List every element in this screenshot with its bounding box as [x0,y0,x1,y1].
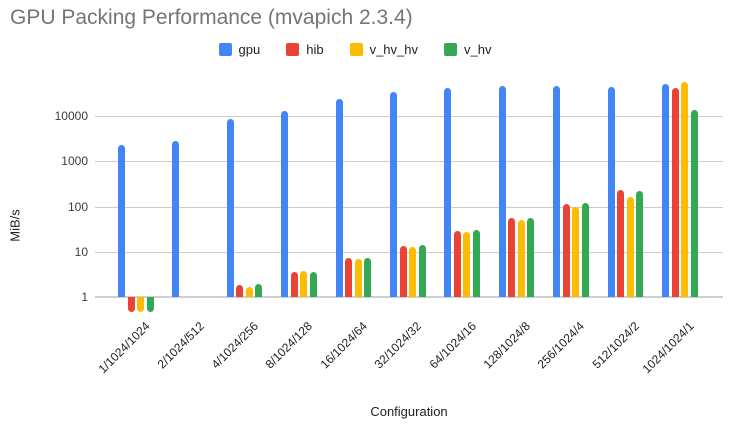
bar-hib-128/1024/8[interactable] [508,217,516,297]
bar-v_hv_hv-8/1024/128[interactable] [300,271,308,297]
x-tick-label-16/1024/64: 16/1024/64 [317,319,370,372]
bar-gpu-1/1024/1024[interactable] [118,145,125,297]
bar-v_hv-16/1024/64[interactable] [364,257,372,297]
chart-title: GPU Packing Performance (mvapich 2.3.4) [10,6,413,29]
bar-gpu-1024/1024/1[interactable] [662,83,669,297]
legend-label-v_hv: v_hv [464,42,492,57]
bar-hib-1/1024/1024[interactable] [127,297,135,312]
legend-swatch-gpu [218,43,232,56]
bar-gpu-8/1024/128[interactable] [281,111,289,297]
bar-v_hv_hv-16/1024/64[interactable] [354,258,362,297]
y-axis-title: MiB/s [7,209,23,242]
bar-v_hv-1024/1024/1[interactable] [690,110,698,297]
gridline-1 [95,296,723,298]
x-tick-label-4/1024/256: 4/1024/256 [208,319,261,372]
bar-v_hv_hv-32/1024/32[interactable] [409,247,416,297]
y-tick-label-100: 100 [67,199,88,214]
bar-gpu-16/1024/64[interactable] [335,99,343,297]
bar-v_hv-64/1024/16[interactable] [472,230,480,297]
bar-v_hv-128/1024/8[interactable] [527,217,535,297]
bar-v_hv_hv-1024/1024/1[interactable] [681,82,688,297]
x-axis-title: Configuration [370,404,448,419]
legend: gpu hib v_hv_hv v_hv [0,42,710,57]
gridline-10000 [95,116,723,117]
x-tick-label-8/1024/128: 8/1024/128 [262,319,316,372]
bar-hib-8/1024/128[interactable] [290,271,298,297]
bar-v_hv_hv-4/1024/256[interactable] [245,287,253,297]
bar-hib-32/1024/32[interactable] [399,245,407,297]
bar-v_hv-4/1024/256[interactable] [255,284,263,297]
bar-v_hv-8/1024/128[interactable] [309,271,317,297]
x-tick-label-128/1024/8: 128/1024/8 [480,319,533,372]
y-tick-label-1000: 1000 [61,154,88,169]
legend-label-v_hv_hv: v_hv_hv [369,42,418,57]
legend-swatch-v_hv [444,43,457,56]
legend-item-gpu[interactable]: gpu [218,42,261,57]
bar-gpu-128/1024/8[interactable] [498,86,506,297]
legend-item-hib[interactable]: hib [286,42,324,57]
x-tick-label-32/1024/32: 32/1024/32 [371,319,425,372]
bar-gpu-256/1024/4[interactable] [553,85,561,297]
bar-hib-16/1024/64[interactable] [345,258,353,297]
bar-v_hv_hv-64/1024/16[interactable] [463,231,471,297]
legend-item-v_hv[interactable]: v_hv [444,42,491,57]
bar-v_hv-256/1024/4[interactable] [581,203,589,297]
bar-hib-4/1024/256[interactable] [236,285,244,297]
bar-hib-256/1024/4[interactable] [562,203,570,297]
x-tick-label-64/1024/16: 64/1024/16 [426,319,479,372]
bar-gpu-2/1024/512[interactable] [172,140,180,297]
bar-v_hv_hv-256/1024/4[interactable] [572,206,580,297]
bar-gpu-512/1024/2[interactable] [607,86,615,297]
bar-v_hv-32/1024/32[interactable] [418,245,426,297]
bar-v_hv_hv-1/1024/1024[interactable] [137,297,144,312]
bar-v_hv-1/1024/1024[interactable] [146,297,154,312]
bar-v_hv_hv-128/1024/8[interactable] [517,220,525,297]
bar-gpu-4/1024/256[interactable] [226,118,234,297]
y-tick-label-1: 1 [81,290,88,304]
bar-gpu-32/1024/32[interactable] [390,91,397,297]
x-tick-label-1024/1024/1: 1024/1024/1 [639,319,697,377]
legend-item-v_hv_hv[interactable]: v_hv_hv [349,42,418,57]
legend-swatch-hib [286,43,300,56]
y-tick-label-10: 10 [74,244,88,259]
legend-label-gpu: gpu [238,42,261,57]
y-tick-label-10000: 10000 [54,109,88,123]
gridline-100 [95,206,723,208]
x-tick-label-1/1024/1024: 1/1024/1024 [95,319,153,377]
bar-hib-512/1024/2[interactable] [617,189,625,297]
bar-v_hv_hv-512/1024/2[interactable] [626,196,634,297]
bar-v_hv-512/1024/2[interactable] [636,191,644,297]
x-tick-label-256/1024/4: 256/1024/4 [534,319,588,372]
bar-hib-1024/1024/1[interactable] [671,87,679,297]
legend-swatch-v_hv_hv [349,43,363,56]
bar-hib-64/1024/16[interactable] [453,230,461,297]
x-tick-label-2/1024/512: 2/1024/512 [154,319,207,372]
legend-label-hib: hib [306,42,324,57]
gridline-1000 [95,161,723,163]
bar-gpu-64/1024/16[interactable] [444,87,452,297]
x-tick-label-512/1024/2: 512/1024/2 [589,319,642,372]
